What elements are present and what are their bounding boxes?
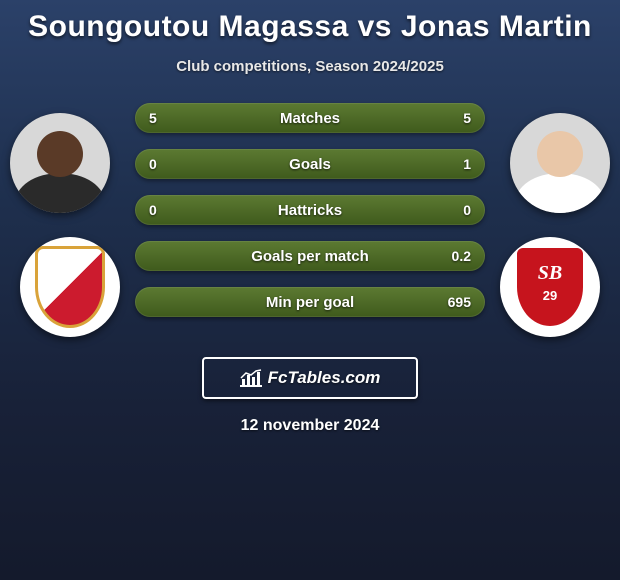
brand-badge: FcTables.com	[202, 357, 418, 399]
player2-head	[537, 131, 583, 177]
stat-row-matches: 5 Matches 5	[135, 103, 485, 133]
chart-icon	[240, 369, 262, 387]
stat-right: 0.2	[438, 241, 485, 271]
stat-label: Goals per match	[135, 241, 485, 271]
date-text: 12 november 2024	[0, 417, 620, 435]
player1-shirt	[15, 173, 105, 213]
stat-row-mpg: Min per goal 695	[135, 287, 485, 317]
comparison-content: SB 29 5 Matches 5 0 Goals 1 0 Hattricks …	[0, 103, 620, 343]
club2-shield	[515, 246, 585, 328]
stat-right: 0	[449, 195, 485, 225]
player2-avatar	[510, 113, 610, 213]
stat-right: 1	[449, 149, 485, 179]
club2-crest: SB 29	[500, 237, 600, 337]
brand-text: FcTables.com	[268, 368, 381, 388]
stat-right: 5	[449, 103, 485, 133]
stat-label: Goals	[135, 149, 485, 179]
stat-label: Hattricks	[135, 195, 485, 225]
club2-subtext: 29	[515, 288, 585, 303]
player1-avatar	[10, 113, 110, 213]
page-title: Soungoutou Magassa vs Jonas Martin	[0, 0, 620, 44]
page-subtitle: Club competitions, Season 2024/2025	[0, 58, 620, 75]
stat-row-goals: 0 Goals 1	[135, 149, 485, 179]
stat-right: 695	[434, 287, 485, 317]
stat-label: Matches	[135, 103, 485, 133]
club2-text: SB	[515, 262, 585, 285]
player2-shirt	[515, 173, 605, 213]
stat-row-gpm: Goals per match 0.2	[135, 241, 485, 271]
stat-label: Min per goal	[135, 287, 485, 317]
stat-row-hattricks: 0 Hattricks 0	[135, 195, 485, 225]
club1-shield	[35, 246, 105, 328]
club1-crest	[20, 237, 120, 337]
stat-bars: 5 Matches 5 0 Goals 1 0 Hattricks 0 Goal…	[135, 103, 485, 333]
player1-head	[37, 131, 83, 177]
